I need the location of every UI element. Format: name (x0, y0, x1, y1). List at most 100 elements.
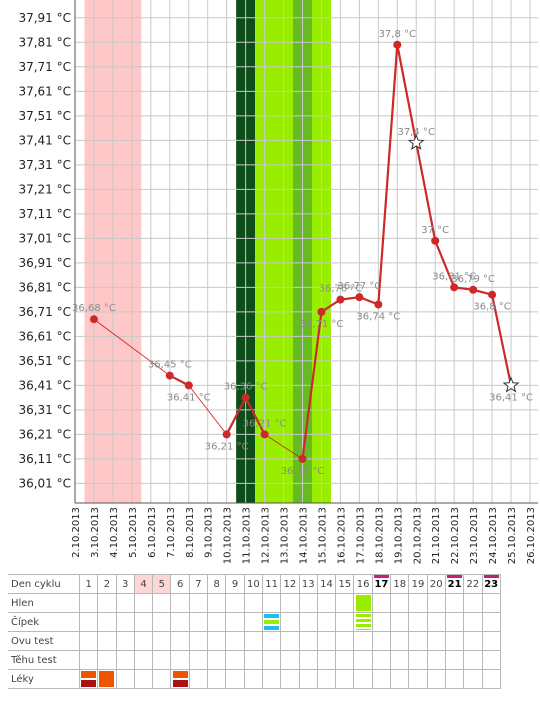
legend-cell (444, 669, 465, 689)
x-tick-label: 4.10.2013 (109, 507, 120, 558)
x-tick-label: 19.10.2013 (393, 507, 404, 564)
legend-cell (463, 669, 483, 689)
y-tick-label: 36,51 °C (18, 354, 71, 368)
legend-cell (243, 650, 263, 670)
legend-cell (133, 631, 154, 651)
point-value-label: 37,4 °C (398, 127, 435, 138)
temperature-chart: 37,91 °C 37,81 °C 37,71 °C 37,61 °C 37,51 °C… (18, 0, 538, 564)
legend-cell (280, 669, 300, 689)
point-value-label: 36,41 °C (167, 392, 211, 403)
data-point-marker (89, 315, 98, 324)
legend-cell (170, 612, 190, 632)
x-tick-label: 6.10.2013 (147, 507, 158, 558)
legend-mark (172, 671, 188, 687)
legend-cell (408, 593, 428, 613)
legend-cell (188, 631, 209, 651)
x-tick-label: 23.10.2013 (469, 507, 480, 564)
legend-cell (335, 669, 355, 689)
legend-cell (408, 631, 428, 651)
x-tick-label: 2.10.2013 (71, 507, 82, 558)
legend-cell (188, 612, 209, 632)
y-tick-label: 37,41 °C (18, 133, 71, 147)
series-segment (377, 44, 399, 305)
y-tick-label: 36,31 °C (18, 403, 71, 417)
legend-cell (207, 631, 227, 651)
cycle-day-cell: 16 (353, 574, 373, 594)
legend-cell (426, 650, 446, 670)
x-tick-label: 25.10.2013 (507, 507, 518, 564)
cycle-day-cell: 9 (225, 574, 245, 594)
legend-cell (353, 669, 373, 689)
legend-cell (390, 631, 410, 651)
y-tick-label: 36,91 °C (18, 256, 71, 270)
legend-row-ovu-test: Ovu test (8, 631, 501, 651)
legend-cell (298, 612, 318, 632)
legend-cell (371, 612, 392, 632)
x-axis: 2.10.2013 3.10.2013 4.10.2013 5.10.2013 6.10… (71, 507, 537, 564)
legend-cell (78, 612, 99, 632)
legend-cell (188, 650, 209, 670)
legend-cell (426, 669, 446, 689)
legend-cell (243, 593, 263, 613)
cycle-day-cell: 17 (371, 574, 392, 594)
x-tick-label: 21.10.2013 (431, 507, 442, 564)
legend-cell (371, 650, 392, 670)
cycle-day-cell: 20 (426, 574, 446, 594)
legend-mark (355, 595, 371, 611)
legend-cell (133, 669, 154, 689)
y-tick-label: 37,51 °C (18, 109, 71, 123)
y-tick-label: 36,61 °C (18, 329, 71, 343)
series-segment (264, 434, 303, 460)
cycle-day-cell: 2 (97, 574, 117, 594)
point-value-label: 37 °C (421, 225, 449, 236)
data-point-marker (336, 295, 345, 304)
legend-cell (481, 669, 501, 689)
legend-cell (243, 631, 263, 651)
y-tick-label: 36,01 °C (18, 476, 71, 490)
legend-mark (264, 614, 280, 630)
point-value-label: 36,21 °C (243, 418, 287, 429)
x-tick-label: 15.10.2013 (317, 507, 328, 564)
cycle-legend-table: Den cyklu 1 2 3 4 5 6 7 8 9 10 11 12 13 14 15 16 17 18 19 20… (8, 574, 501, 689)
x-tick-label: 9.10.2013 (204, 507, 215, 558)
y-tick-label: 36,11 °C (18, 452, 71, 466)
legend-cell (316, 612, 337, 632)
legend-row-hlen: Hlen (8, 593, 501, 613)
legend-cell (97, 650, 117, 670)
legend-cell (261, 593, 282, 613)
temperature-lines (93, 44, 513, 460)
legend-cell (207, 650, 227, 670)
y-tick-label: 37,31 °C (18, 158, 71, 172)
legend-cell (316, 669, 337, 689)
data-point-marker (184, 381, 193, 390)
legend-cell (335, 593, 355, 613)
legend-cell (463, 612, 483, 632)
cycle-day-cell: 7 (188, 574, 209, 594)
legend-cell (133, 593, 154, 613)
y-tick-label: 37,61 °C (18, 84, 71, 98)
point-value-label: 36,36 °C (224, 382, 268, 393)
legend-cell (78, 669, 99, 689)
x-tick-label: 11.10.2013 (242, 507, 253, 564)
y-tick-label: 37,71 °C (18, 60, 71, 74)
series-segment (415, 142, 437, 242)
legend-cell (170, 593, 190, 613)
x-tick-label: 17.10.2013 (355, 507, 366, 564)
series-segment (301, 311, 323, 460)
legend-cell (152, 612, 172, 632)
point-value-label: 36,79 °C (451, 274, 495, 285)
legend-row-den-cyklu: Den cyklu 1 2 3 4 5 6 7 8 9 10 11 12 13 14 15 16 17 18 19 20… (8, 574, 501, 594)
y-tick-label: 37,11 °C (18, 207, 71, 221)
legend-cell (170, 669, 190, 689)
data-point-marker (298, 454, 307, 463)
legend-cell (390, 593, 410, 613)
legend-cell (243, 669, 263, 689)
x-tick-label: 26.10.2013 (526, 507, 537, 564)
cycle-day-cell: 11 (261, 574, 282, 594)
legend-row-label: Den cyklu (8, 574, 80, 594)
series-segment (225, 397, 247, 435)
legend-cell (408, 612, 428, 632)
legend-cell (298, 669, 318, 689)
series-segment (93, 318, 171, 376)
legend-row-leky: Léky (8, 669, 501, 689)
